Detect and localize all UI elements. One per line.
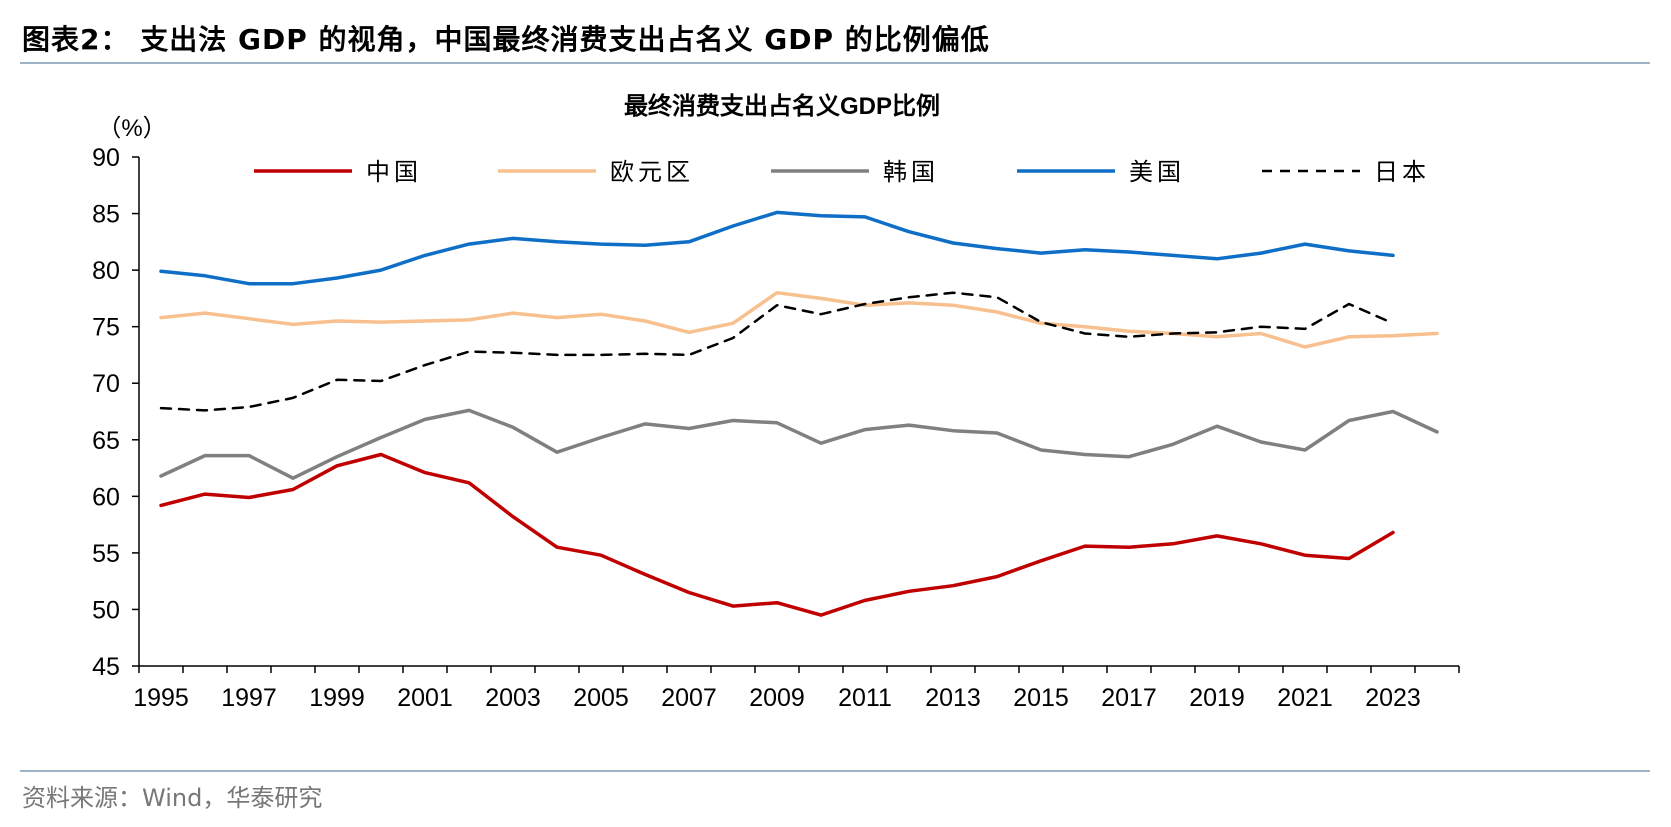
series-layer [159,210,1439,617]
x-tick-label: 2003 [485,684,541,712]
x-tick-label: 2013 [925,684,981,712]
x-tick-label: 2007 [661,684,717,712]
y-axis-unit-label: （%） [97,115,166,142]
y-tick-label: 45 [92,653,120,681]
series-line-usa [159,210,1395,286]
legend-item-euro: 欧元区 [498,159,694,186]
line-chart: 最终消费支出占名义GDP比例 （%） 45 50 55 60 65 70 75 80 85 90 1… [92,92,1460,712]
title-divider [20,62,1650,64]
y-tick-label: 80 [92,257,120,285]
legend-item-korea: 韩国 [771,159,939,186]
series-line-euro [159,290,1439,349]
x-tick-label: 2009 [749,684,805,712]
axes: 45 50 55 60 65 70 75 80 85 90 1995 1997 1999 2001 2003… [92,144,1460,712]
figure-title: 图表2： 支出法 GDP 的视角，中国最终消费支出占名义 GDP 的比例偏低 [22,23,990,56]
y-tick-label: 60 [92,483,120,511]
series-line-japan [159,291,1395,412]
legend-item-china: 中国 [254,159,422,186]
legend-label-usa: 美国 [1129,159,1185,186]
footer-divider [20,770,1650,772]
legend-label-japan: 日本 [1374,159,1430,186]
x-tick-label: 2001 [397,684,453,712]
legend-item-usa: 美国 [1017,159,1185,186]
x-tick-label: 1999 [309,684,365,712]
series-line-china [159,452,1395,617]
legend-label-euro: 欧元区 [610,159,694,186]
source-note: 资料来源：Wind，华泰研究 [22,784,323,812]
x-tick-label: 2021 [1277,684,1333,712]
x-tick-label: 2017 [1101,684,1157,712]
x-tick-label: 2023 [1365,684,1421,712]
y-tick-label: 65 [92,427,120,455]
legend-item-japan: 日本 [1262,159,1430,186]
series-line-korea [159,408,1439,480]
chart-title: 最终消费支出占名义GDP比例 [624,92,940,120]
y-tick-label: 70 [92,370,120,398]
y-tick-label: 90 [92,144,120,172]
x-tick-label: 2005 [573,684,629,712]
y-tick-label: 55 [92,540,120,568]
y-tick-label: 75 [92,314,120,342]
legend: 中国 欧元区 韩国 美国 日本 [254,159,1430,186]
legend-label-china: 中国 [366,159,422,186]
y-tick-label: 85 [92,201,120,229]
legend-label-korea: 韩国 [883,159,939,186]
x-tick-label: 2011 [838,684,892,712]
x-tick-label: 2015 [1013,684,1069,712]
y-tick-label: 50 [92,596,120,624]
x-tick-label: 1995 [133,684,189,712]
x-tick-label: 1997 [221,684,277,712]
x-tick-label: 2019 [1189,684,1245,712]
